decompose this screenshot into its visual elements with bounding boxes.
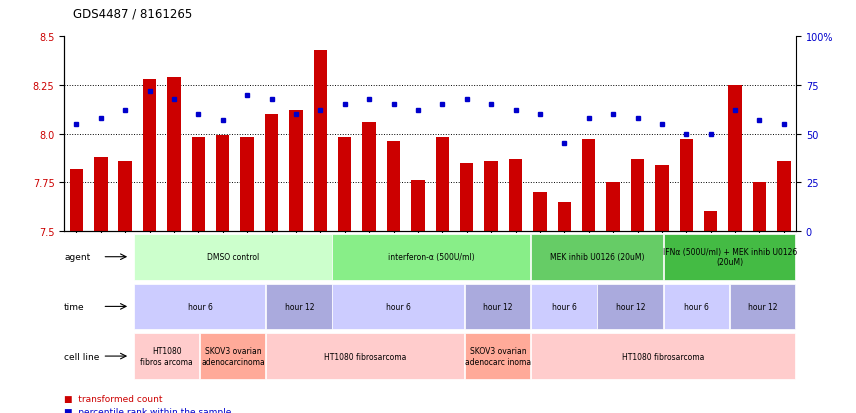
Bar (266, 333, 464, 379)
Text: GDS4487 / 8161265: GDS4487 / 8161265 (73, 8, 192, 21)
Bar (531, 284, 597, 330)
Bar (134, 234, 332, 280)
Text: SKOV3 ovarian
adenocarcinoma: SKOV3 ovarian adenocarcinoma (201, 347, 265, 366)
Bar (134, 284, 265, 330)
Bar (241, 138, 254, 231)
Text: HT1080 fibrosarcoma: HT1080 fibrosarcoma (622, 352, 704, 361)
Bar (289, 111, 303, 231)
Bar (606, 183, 620, 231)
Text: hour 6: hour 6 (684, 302, 709, 311)
Bar (69, 169, 83, 231)
Bar (465, 333, 531, 379)
Bar (436, 138, 449, 231)
Text: MEK inhib U0126 (20uM): MEK inhib U0126 (20uM) (550, 253, 645, 261)
Bar (465, 284, 531, 330)
Bar (338, 138, 352, 231)
Text: SKOV3 ovarian
adenocarc inoma: SKOV3 ovarian adenocarc inoma (465, 347, 531, 366)
Bar (663, 284, 729, 330)
Bar (680, 140, 693, 231)
Bar (752, 183, 766, 231)
Text: ■  percentile rank within the sample: ■ percentile rank within the sample (64, 407, 232, 413)
Bar (143, 80, 157, 231)
Text: time: time (64, 302, 85, 311)
Bar (663, 234, 795, 280)
Bar (460, 164, 473, 231)
Bar (94, 157, 108, 231)
Bar (631, 159, 645, 231)
Text: hour 12: hour 12 (615, 302, 645, 311)
Text: hour 6: hour 6 (552, 302, 577, 311)
Text: DMSO control: DMSO control (207, 253, 259, 261)
Bar (134, 333, 199, 379)
Text: HT1080 fibrosarcoma: HT1080 fibrosarcoma (324, 352, 407, 361)
Text: cell line: cell line (64, 352, 99, 361)
Bar (533, 192, 547, 231)
Text: hour 6: hour 6 (187, 302, 212, 311)
Text: interferon-α (500U/ml): interferon-α (500U/ml) (389, 253, 475, 261)
Bar (192, 138, 205, 231)
Bar (531, 234, 663, 280)
Bar (266, 284, 332, 330)
Bar (508, 159, 522, 231)
Bar (557, 202, 571, 231)
Bar (531, 333, 795, 379)
Text: hour 12: hour 12 (748, 302, 778, 311)
Text: agent: agent (64, 253, 91, 261)
Bar (704, 212, 717, 231)
Text: hour 6: hour 6 (386, 302, 411, 311)
Bar (265, 115, 278, 231)
Bar (387, 142, 401, 231)
Bar (777, 161, 791, 231)
Bar (332, 284, 464, 330)
Bar (582, 140, 596, 231)
Bar (216, 136, 229, 231)
Bar (118, 161, 132, 231)
Bar (332, 234, 531, 280)
Bar (362, 123, 376, 231)
Text: ■  transformed count: ■ transformed count (64, 394, 163, 404)
Bar (484, 161, 498, 231)
Bar (200, 333, 265, 379)
Text: IFNα (500U/ml) + MEK inhib U0126
(20uM): IFNα (500U/ml) + MEK inhib U0126 (20uM) (663, 247, 797, 267)
Text: hour 12: hour 12 (484, 302, 513, 311)
Bar (167, 78, 181, 231)
Bar (728, 86, 742, 231)
Bar (597, 284, 663, 330)
Text: hour 12: hour 12 (284, 302, 314, 311)
Bar (730, 284, 795, 330)
Bar (411, 181, 425, 231)
Bar (655, 165, 669, 231)
Bar (313, 51, 327, 231)
Text: HT1080
fibros arcoma: HT1080 fibros arcoma (140, 347, 193, 366)
